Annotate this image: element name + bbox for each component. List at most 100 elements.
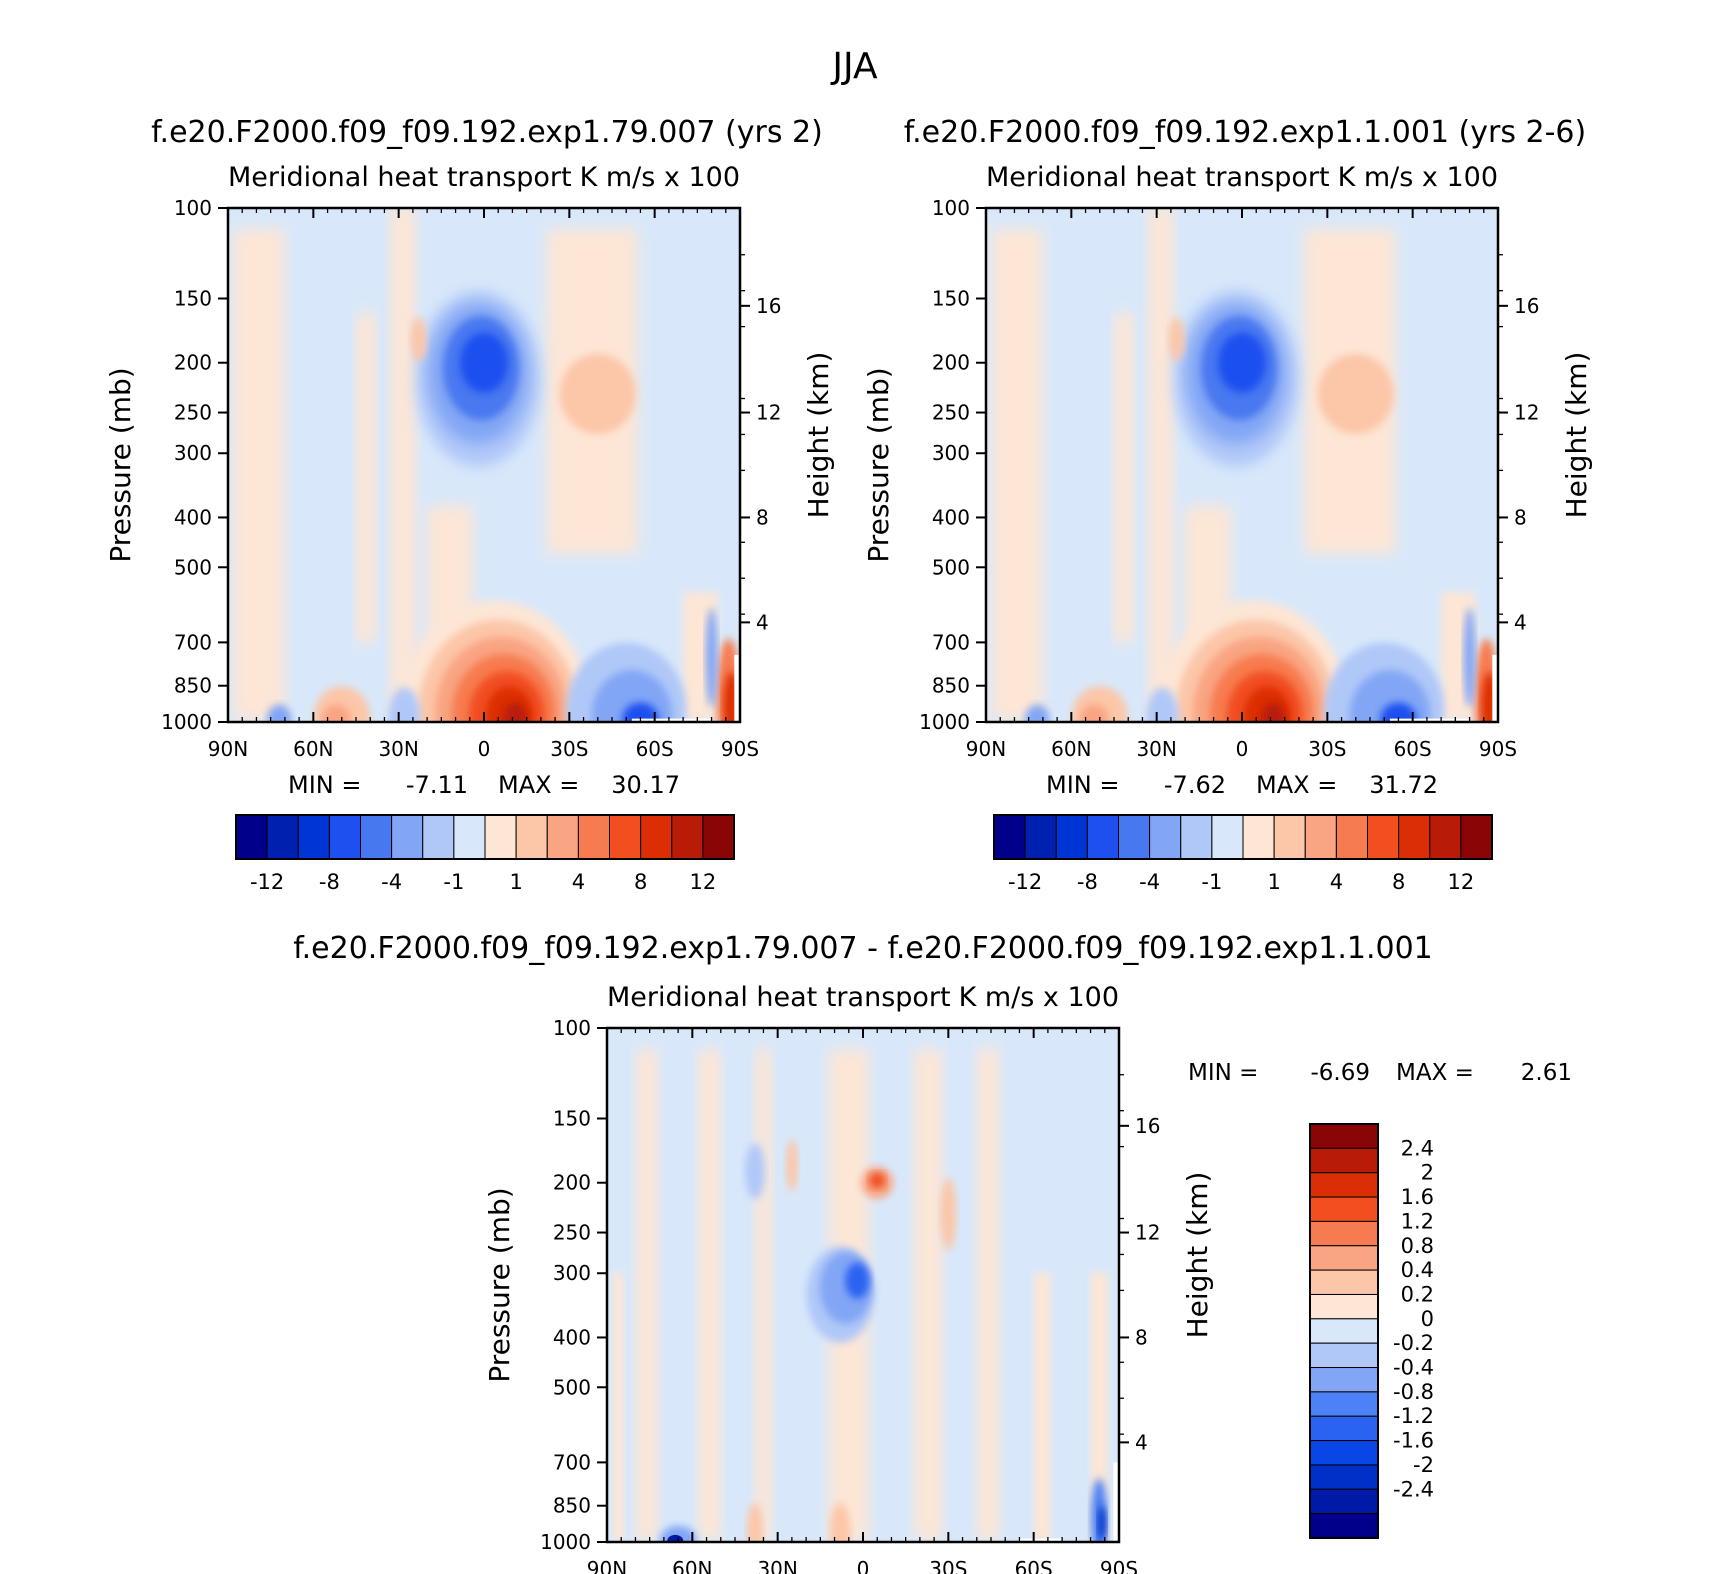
x-tick-label: 60S xyxy=(1394,737,1432,761)
y-tick-label: 700 xyxy=(553,1450,591,1474)
colorbar-label: -4 xyxy=(1139,870,1160,894)
contour-fill xyxy=(356,312,376,643)
y-tick-label: 400 xyxy=(174,505,212,529)
y-tick-label: 250 xyxy=(174,401,212,425)
x-tick-label: 90S xyxy=(721,737,759,761)
colorbar-swatch xyxy=(1055,814,1088,860)
max-value: 30.17 xyxy=(611,771,680,799)
contour-fill xyxy=(1080,704,1109,722)
colorbar-swatch xyxy=(1460,814,1493,860)
y-tick-label: 250 xyxy=(932,401,970,425)
contour-fill xyxy=(460,332,508,393)
colorbar-swatch xyxy=(577,814,610,860)
y2-tick-label: 12 xyxy=(756,401,781,425)
left-subtitle: Meridional heat transport xyxy=(607,982,951,1013)
y-tick-label: 200 xyxy=(174,351,212,375)
max-value: 31.72 xyxy=(1369,771,1438,799)
panel-2: f.e20.F2000.f09_f09.192.exp1.1.001 (yrs … xyxy=(862,115,1593,894)
colorbar-label: -1.6 xyxy=(1393,1429,1434,1453)
max-label: MAX = xyxy=(1396,1060,1474,1086)
y-tick-label: 500 xyxy=(553,1375,591,1399)
contour-fill xyxy=(233,229,285,720)
colorbar-label: -1 xyxy=(443,870,464,894)
panel-diff: f.e20.F2000.f09_f09.192.exp1.79.007 - f.… xyxy=(293,931,1572,1574)
colorbar-swatch xyxy=(1304,814,1337,860)
y-tick-label: 700 xyxy=(932,630,970,654)
contour-fill xyxy=(388,687,421,722)
contour-field xyxy=(986,208,1498,722)
y-tick-label: 150 xyxy=(932,287,970,311)
x-tick-label: 60N xyxy=(672,1557,712,1574)
y-tick-label: 200 xyxy=(932,351,970,375)
colorbar-swatch xyxy=(1309,1220,1379,1247)
colorbar-swatch xyxy=(1309,1415,1379,1442)
colorbar-swatch xyxy=(453,814,486,860)
colorbar-label: -0.8 xyxy=(1393,1380,1434,1404)
contour-fill xyxy=(1033,1273,1051,1540)
contour-fill xyxy=(1261,702,1286,722)
y2-axis-label: Height (km) xyxy=(1560,352,1593,519)
y-tick-label: 1000 xyxy=(161,710,212,734)
x-tick-label: 60N xyxy=(1051,737,1091,761)
colorbar-swatch xyxy=(360,814,393,860)
colorbar-swatch xyxy=(1335,814,1368,860)
left-subtitle: Meridional heat transport xyxy=(228,162,572,193)
colorbar-swatch xyxy=(1309,1123,1379,1149)
colorbar-frame xyxy=(1309,1123,1379,1539)
colorbar-swatch xyxy=(546,814,579,860)
y-tick-label: 150 xyxy=(553,1107,591,1131)
colorbar-swatch xyxy=(1118,814,1151,860)
y2-tick-label: 16 xyxy=(756,294,781,318)
colorbar-label: 12 xyxy=(1448,870,1475,894)
y-tick-label: 100 xyxy=(553,1016,591,1040)
y-tick-label: 400 xyxy=(553,1325,591,1349)
colorbar-swatch xyxy=(328,814,361,860)
colorbar-swatch xyxy=(422,814,455,860)
contour-fill xyxy=(734,654,740,722)
y-axis-label: Pressure (mb) xyxy=(483,1187,516,1382)
colorbar-swatch xyxy=(609,814,642,860)
colorbar-swatch xyxy=(484,814,517,860)
colorbar-swatch xyxy=(1309,1513,1379,1539)
colorbar-label: -1 xyxy=(1201,870,1222,894)
y-tick-label: 500 xyxy=(174,555,212,579)
y-tick-label: 300 xyxy=(553,1261,591,1285)
colorbar-swatch xyxy=(1309,1391,1379,1417)
colorbar-swatch xyxy=(702,814,735,860)
y-tick-label: 200 xyxy=(553,1171,591,1195)
contour-fill xyxy=(754,1049,772,1540)
contour-fill xyxy=(1317,353,1394,434)
contour-fill xyxy=(1389,718,1470,722)
y-tick-label: 100 xyxy=(174,196,212,220)
right-subtitle: K m/s x 100 xyxy=(580,162,740,193)
contour-fill xyxy=(612,1273,625,1540)
colorbar-label: -2.4 xyxy=(1393,1477,1434,1501)
contour-fill xyxy=(622,702,659,722)
y-tick-label: 300 xyxy=(174,441,212,465)
colorbar: -12 -8 -4 -1 1 4 8 12 xyxy=(235,814,735,894)
max-label: MAX = xyxy=(498,771,579,799)
x-tick-label: 90S xyxy=(1100,1557,1138,1574)
colorbar-swatch xyxy=(1242,814,1275,860)
contour-fill xyxy=(631,718,712,722)
min-label: MIN = xyxy=(1046,771,1119,799)
x-tick-label: 30N xyxy=(757,1557,797,1574)
min-label: MIN = xyxy=(1188,1060,1258,1086)
colorbar-swatch xyxy=(1309,1440,1379,1466)
colorbar-swatch xyxy=(1367,814,1400,860)
colorbar-label: 1.6 xyxy=(1401,1185,1434,1209)
contour-fill xyxy=(1019,1538,1063,1542)
colorbar-label: 0 xyxy=(1421,1307,1434,1331)
colorbar-frame xyxy=(235,814,735,860)
y2-tick-label: 12 xyxy=(1135,1221,1160,1245)
x-tick-label: 90S xyxy=(1479,737,1517,761)
y-tick-label: 400 xyxy=(932,505,970,529)
x-tick-label: 30S xyxy=(550,737,588,761)
colorbar-label: -8 xyxy=(1077,870,1098,894)
colorbar-swatch xyxy=(1309,1318,1379,1344)
contour-field xyxy=(607,1028,1119,1542)
left-subtitle: Meridional heat transport xyxy=(986,162,1330,193)
contour-fill xyxy=(322,704,351,722)
colorbar-swatch xyxy=(1309,1147,1379,1174)
min-label: MIN = xyxy=(288,771,361,799)
